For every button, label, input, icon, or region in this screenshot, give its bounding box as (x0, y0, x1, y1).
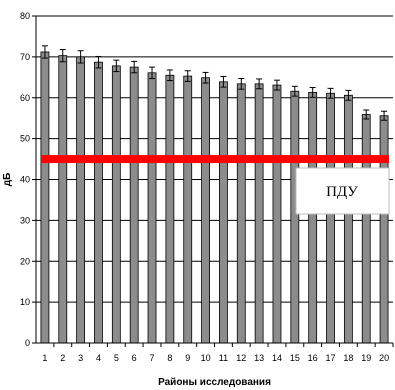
error-bar (273, 79, 280, 91)
error-bar (327, 87, 334, 99)
x-tick-label: 13 (254, 353, 264, 363)
bar (58, 55, 68, 344)
y-tick-label: 30 (20, 215, 30, 225)
reference-label-box (295, 167, 390, 215)
error-bar (202, 71, 209, 84)
x-tick-label: 10 (201, 353, 211, 363)
error-bar (291, 85, 298, 97)
x-tick-label: 3 (78, 353, 83, 363)
x-tick-label: 15 (290, 353, 300, 363)
x-tick-label: 4 (96, 353, 101, 363)
reference-line (41, 155, 389, 164)
x-tick-label: 2 (60, 353, 65, 363)
y-tick-label: 50 (20, 134, 30, 144)
bar (290, 90, 300, 344)
bar (40, 51, 50, 344)
bar (236, 83, 246, 344)
bar (94, 61, 103, 344)
y-tick-label: 60 (20, 93, 30, 103)
x-tick-label: 17 (326, 353, 336, 363)
bar (272, 84, 282, 344)
error-bar (220, 75, 227, 88)
x-axis-title: Районы исследования (158, 377, 271, 388)
bar (219, 81, 228, 344)
bar (254, 83, 264, 344)
bar (379, 115, 389, 344)
x-tick-label: 1 (42, 353, 47, 363)
y-tick-label: 20 (20, 256, 30, 266)
reference-label: ПДУ (326, 184, 358, 200)
error-bar (363, 109, 370, 120)
x-tick-label: 16 (308, 353, 318, 363)
error-bar (184, 70, 191, 82)
error-bar (381, 110, 388, 121)
bar (343, 94, 353, 344)
x-tick-label: 8 (167, 353, 172, 363)
x-tick-label: 11 (219, 353, 228, 363)
error-bar (59, 49, 66, 63)
y-tick-label: 80 (20, 11, 30, 21)
x-tick-label: 20 (379, 353, 389, 363)
bar (129, 66, 139, 344)
bar (147, 72, 157, 344)
error-bar (149, 66, 156, 80)
error-bars (41, 45, 388, 121)
y-axis-title: дБ (2, 173, 13, 187)
reference-line-group: ПДУ (41, 155, 390, 215)
y-tick-label: 10 (20, 297, 30, 307)
error-bar (41, 45, 48, 59)
bar (361, 114, 371, 344)
bar (326, 92, 335, 344)
x-tick-label: 9 (185, 353, 190, 363)
error-bar (166, 69, 173, 82)
error-bar (238, 78, 245, 90)
x-tick-label: 7 (150, 353, 155, 363)
y-tick-label: 40 (20, 175, 30, 185)
x-tick-label: 5 (114, 353, 119, 363)
error-bar (345, 89, 352, 101)
x-tick-label: 6 (132, 353, 137, 363)
x-tick-label: 14 (272, 353, 282, 363)
error-bar (95, 55, 102, 69)
error-bar (256, 78, 263, 90)
y-tick-label: 70 (20, 52, 30, 62)
bar (165, 74, 175, 344)
x-tick-label: 12 (236, 353, 246, 363)
bar (308, 92, 318, 344)
x-tick-label: 19 (361, 353, 371, 363)
error-bar (131, 60, 138, 74)
error-bar (113, 59, 120, 73)
y-tick-label: 0 (25, 338, 30, 348)
bar (201, 77, 210, 344)
error-bar (77, 50, 84, 64)
bar (183, 75, 193, 344)
bar (111, 65, 121, 344)
x-tick-label: 18 (343, 353, 353, 363)
error-bar (309, 87, 316, 98)
bar (76, 56, 86, 344)
